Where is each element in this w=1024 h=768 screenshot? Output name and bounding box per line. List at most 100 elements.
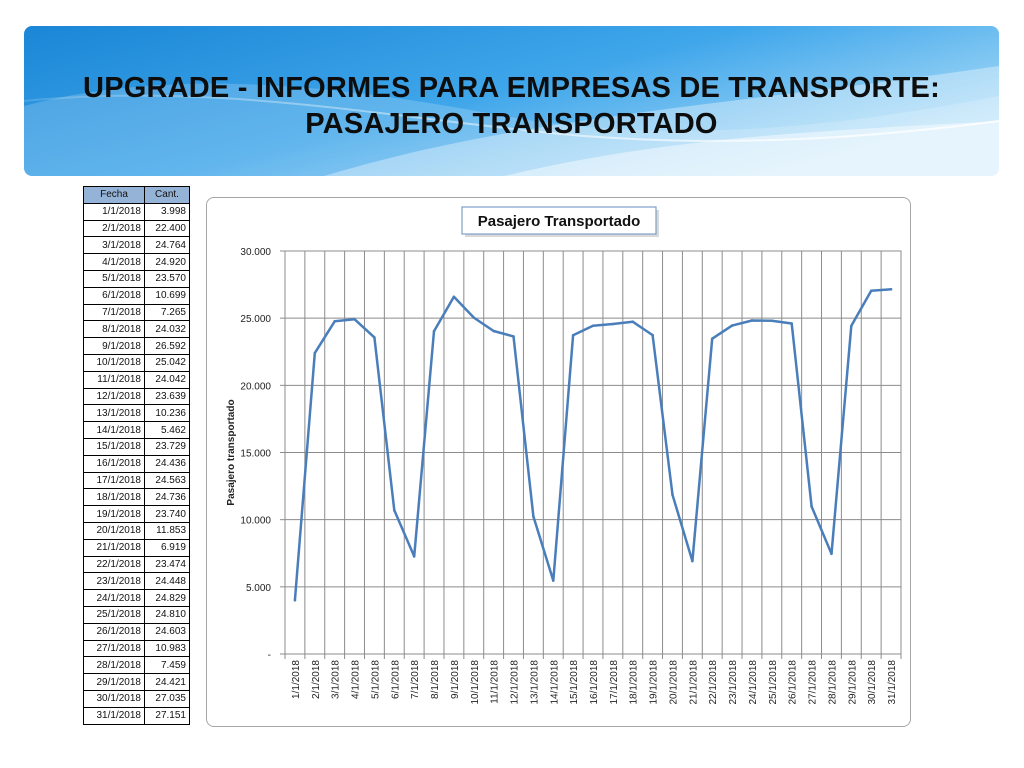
x-tick-label: 25/1/2018	[768, 660, 779, 705]
table-cell-cant: 24.563	[144, 471, 190, 490]
line-chart: - 5.000 10.000 15.000 20.000 25.000 30.000 1/1/…	[226, 206, 902, 705]
table-cell-fecha: 6/1/2018	[83, 286, 145, 305]
data-point	[293, 598, 297, 602]
table-row: 4/1/2018 24.920	[83, 253, 190, 271]
x-tick-label: 18/1/2018	[629, 660, 640, 705]
data-table: Fecha Cant. 1/1/2018 3.998 2/1/2018 22.400 3…	[83, 186, 190, 725]
table-cell-cant: 23.729	[144, 437, 190, 456]
table-header-cant: Cant.	[144, 186, 190, 204]
data-point	[353, 317, 356, 321]
table-cell-fecha: 2/1/2018	[83, 219, 145, 238]
data-point	[532, 515, 535, 518]
table-cell-fecha: 17/1/2018	[83, 471, 145, 490]
table-cell-cant: 26.592	[144, 337, 190, 355]
table-row: 25/1/2018 24.810	[83, 605, 190, 624]
table-row: 26/1/2018 24.603	[83, 622, 190, 641]
table-cell-fecha: 15/1/2018	[83, 437, 145, 456]
x-tick-label: 30/1/2018	[867, 660, 878, 705]
data-point	[551, 579, 555, 582]
table-body: 1/1/2018 3.998 2/1/2018 22.400 3/1/2018 24.76…	[83, 202, 190, 725]
x-tick-label: 6/1/2018	[390, 660, 401, 699]
table-cell-cant: 3.998	[144, 202, 190, 221]
data-point	[392, 508, 396, 512]
x-tick-label: 19/1/2018	[649, 660, 660, 705]
page-title-line1: UPGRADE - INFORMES PARA EMPRESAS DE TRAN…	[83, 72, 940, 104]
x-tick-label: 8/1/2018	[430, 660, 441, 699]
table-cell-cant: 23.570	[144, 269, 190, 288]
data-point	[671, 493, 674, 497]
x-tick-label: 17/1/2018	[609, 660, 620, 705]
table-cell-cant: 24.810	[144, 605, 190, 624]
table-row: 16/1/2018 24.436	[83, 454, 190, 473]
table-row: 22/1/2018 23.474	[83, 555, 190, 574]
x-tick-label: 5/1/2018	[370, 660, 381, 699]
table-cell-cant: 23.740	[144, 505, 190, 523]
table-row: 6/1/2018 10.699	[83, 286, 190, 305]
data-point	[492, 329, 495, 333]
table-row: 9/1/2018 26.592	[83, 337, 190, 355]
table-cell-cant: 27.151	[144, 706, 190, 725]
y-tick-label: -	[268, 650, 271, 661]
x-tick-label: 31/1/2018	[887, 660, 898, 705]
x-tick-label: 26/1/2018	[788, 660, 799, 705]
data-point	[889, 287, 893, 291]
x-tick-label: 24/1/2018	[748, 660, 759, 705]
y-tick-label: 15.000	[240, 449, 271, 460]
table-cell-cant: 24.436	[144, 454, 190, 473]
table-row: 13/1/2018 10.236	[83, 404, 190, 423]
x-tick-label: 9/1/2018	[450, 660, 461, 699]
table-cell-fecha: 18/1/2018	[83, 488, 145, 507]
data-point	[472, 316, 476, 319]
data-point	[631, 320, 635, 324]
data-point	[571, 333, 575, 337]
x-tick-label: 10/1/2018	[470, 660, 481, 705]
data-point	[373, 336, 376, 339]
table-cell-fecha: 22/1/2018	[83, 555, 145, 574]
table-row: 15/1/2018 23.729	[83, 437, 190, 456]
x-tick-label: 29/1/2018	[847, 660, 858, 705]
data-point	[591, 324, 595, 328]
table-row: 29/1/2018 24.421	[83, 673, 190, 691]
x-tick-label: 21/1/2018	[688, 660, 699, 705]
table-cell-cant: 11.853	[144, 521, 190, 540]
table-row: 30/1/2018 27.035	[83, 689, 190, 708]
y-tick-label: 10.000	[240, 516, 271, 527]
table-cell-fecha: 19/1/2018	[83, 505, 145, 523]
data-point	[750, 319, 754, 322]
data-point	[333, 320, 336, 323]
data-point	[810, 505, 813, 508]
table-cell-fecha: 31/1/2018	[83, 706, 145, 725]
table-cell-cant: 7.265	[144, 303, 190, 322]
table-row: 7/1/2018 7.265	[83, 303, 190, 322]
table-row: 24/1/2018 24.829	[83, 589, 190, 607]
data-point	[850, 324, 853, 328]
table-row: 17/1/2018 24.563	[83, 471, 190, 490]
table-cell-fecha: 26/1/2018	[83, 622, 145, 641]
table-cell-cant: 5.462	[144, 421, 190, 439]
data-point	[790, 322, 794, 325]
data-point	[452, 295, 456, 299]
data-point	[611, 322, 615, 326]
table-row: 28/1/2018 7.459	[83, 656, 190, 675]
x-tick-label: 14/1/2018	[549, 660, 560, 705]
table-row: 10/1/2018 25.042	[83, 353, 190, 372]
table-header-row: Fecha Cant.	[83, 186, 190, 204]
table-cell-fecha: 10/1/2018	[83, 353, 145, 372]
table-cell-fecha: 7/1/2018	[83, 303, 145, 322]
y-tick-label: 25.000	[240, 314, 271, 325]
table-row: 21/1/2018 6.919	[83, 538, 190, 557]
x-tick-label: 20/1/2018	[668, 660, 679, 705]
table-cell-cant: 22.400	[144, 219, 190, 238]
table-row: 19/1/2018 23.740	[83, 505, 190, 523]
chart-title: Pasajero Transportado	[478, 213, 641, 230]
table-cell-fecha: 8/1/2018	[83, 320, 145, 339]
data-point	[432, 329, 436, 333]
table-cell-cant: 24.603	[144, 622, 190, 641]
table-cell-cant: 23.474	[144, 555, 190, 574]
x-tick-label: 11/1/2018	[490, 660, 501, 704]
table-cell-cant: 6.919	[144, 538, 190, 557]
table-cell-fecha: 29/1/2018	[83, 673, 145, 691]
table-cell-fecha: 20/1/2018	[83, 521, 145, 540]
table-cell-cant: 10.236	[144, 404, 190, 423]
table-row: 23/1/2018 24.448	[83, 572, 190, 591]
